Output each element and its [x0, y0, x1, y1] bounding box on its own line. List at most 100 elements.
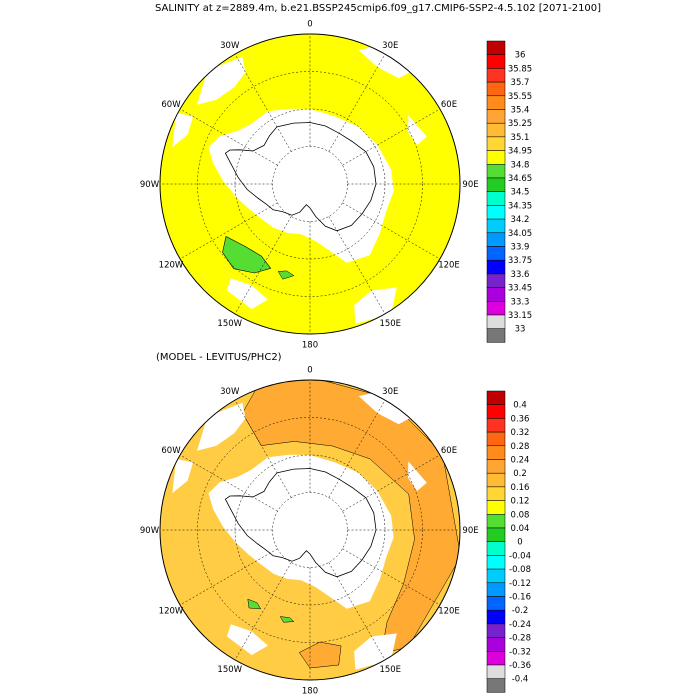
- colorbar-tick-label: 34.05: [508, 229, 532, 239]
- colorbar-tick-label: 0: [517, 538, 522, 548]
- land-mask-6: [172, 112, 194, 148]
- longitude-label: 30E: [382, 41, 398, 51]
- colorbar-tick-label: 33.75: [508, 256, 532, 266]
- colorbar-swatch: [486, 232, 506, 247]
- colorbar-swatch: [486, 95, 506, 110]
- polar-map-2: 0 30E 60E 90E 120E 150E 180 150W 120W 90W 60W 30W: [140, 366, 479, 697]
- land-mask-5: [226, 278, 268, 310]
- land-mask-6: [172, 458, 194, 494]
- plot-subtitle: (MODEL - LEVITUS/PHC2): [156, 352, 282, 363]
- colorbar-swatch: [486, 541, 506, 556]
- colorbar-tick-label: -0.04: [509, 551, 531, 561]
- colorbar-swatch: [486, 301, 506, 316]
- colorbar-tick-label: 33.45: [508, 284, 532, 294]
- meridian-line: [179, 108, 278, 166]
- longitude-label: 0: [307, 366, 312, 376]
- low-salinity-region: [222, 236, 272, 274]
- colorbar-tick-label: -0.28: [509, 634, 531, 644]
- colorbar-swatch: [486, 40, 506, 55]
- colorbar-swatch: [486, 418, 506, 433]
- colorbar-swatch: [486, 582, 506, 597]
- longitude-label: 30W: [220, 387, 240, 397]
- colorbar-swatch: [486, 177, 506, 192]
- colorbar-swatch: [486, 445, 506, 460]
- longitude-label: 180: [302, 341, 318, 351]
- colorbar-tick-label: 33.15: [508, 311, 532, 321]
- colorbar-tick-label: 36: [515, 51, 526, 61]
- longitude-label: 60E: [441, 100, 457, 110]
- antarctica-coastline: [224, 122, 377, 232]
- colorbar-swatch: [486, 609, 506, 625]
- meridian-line: [234, 53, 292, 152]
- colorbar-swatch: [486, 314, 506, 329]
- colorbar-tick-label: 34.5: [511, 188, 530, 198]
- map-fill-layer: [160, 34, 460, 334]
- colorbar-tick-label: 33.9: [511, 243, 530, 253]
- map-boundary: [159, 379, 461, 681]
- latitude-circle-3: [197, 71, 423, 297]
- colorbar-tick-label: -0.08: [509, 565, 531, 575]
- longitude-label: 90W: [140, 180, 160, 190]
- longitude-label: 30W: [220, 41, 240, 51]
- colorbar-swatch: [486, 486, 506, 501]
- longitude-label: 30E: [382, 387, 398, 397]
- colorbar-swatch: [486, 218, 506, 234]
- land-mask-2: [358, 46, 412, 79]
- colorbar-tick-label: 0.16: [511, 483, 530, 493]
- colorbar-tick-label: 0.36: [511, 414, 530, 424]
- longitude-label: 150W: [217, 665, 242, 675]
- negative-anomaly-region: [247, 598, 262, 610]
- colorbar-tick-label: 34.2: [511, 215, 530, 225]
- colorbar-tick-label: 35.25: [508, 119, 532, 129]
- longitude-label: 60W: [161, 446, 181, 456]
- meridian-line: [342, 108, 441, 166]
- land-mask-1: [197, 402, 246, 451]
- colorbar-swatch: [486, 191, 506, 206]
- longitude-label: 120W: [159, 260, 184, 270]
- colorbar-1: 36 35.85 35.7 35.55 35.4 35.25 35.1 34.95 34.8 34…: [486, 40, 532, 343]
- colorbar-swatch: [486, 472, 506, 488]
- meridian-line: [179, 454, 278, 512]
- colorbar-swatch: [486, 164, 506, 179]
- colorbar-swatch: [486, 273, 506, 288]
- colorbar-tick-label: 35.4: [511, 106, 530, 116]
- longitude-label: 120E: [438, 260, 460, 270]
- colorbar-swatch: [486, 514, 506, 529]
- colorbar-swatch: [486, 555, 506, 570]
- colorbar-swatch: [486, 431, 506, 447]
- colorbar-swatch: [486, 404, 506, 419]
- longitude-label: 150E: [379, 665, 401, 675]
- longitude-label: 60E: [441, 446, 457, 456]
- colorbar-tick-label: -0.16: [509, 593, 531, 603]
- colorbar-swatch: [486, 664, 506, 679]
- colorbar-tick-label: 34.65: [508, 174, 532, 184]
- colorbar-tick-label: -0.24: [509, 620, 531, 630]
- colorbar-swatch: [486, 328, 506, 343]
- colorbar-tick-label: -0.12: [509, 579, 531, 589]
- colorbar-swatch: [486, 623, 506, 638]
- colorbar-tick-label: 0.24: [511, 456, 530, 466]
- colorbar-tick-label: 34.35: [508, 201, 532, 211]
- map-fill-layer: [160, 380, 460, 680]
- longitude-label: 0: [307, 20, 312, 30]
- colorbar-swatch: [486, 527, 506, 542]
- meridian-line: [234, 216, 292, 315]
- land-mask-2: [358, 392, 412, 425]
- polar-map-1: 0 30E 60E 90E 120E 150E 180 150W 120W 90W 60W 30W: [140, 20, 479, 351]
- meridian-line: [234, 562, 292, 661]
- longitude-label: 120W: [159, 606, 184, 616]
- colorbar-tick-label: 34.8: [511, 160, 530, 170]
- colorbar-swatch: [486, 568, 506, 584]
- colorbar-swatch: [486, 678, 506, 693]
- negative-anomaly-region: [279, 616, 295, 623]
- colorbar-tick-label: 0.08: [511, 510, 530, 520]
- colorbar-swatch: [486, 390, 506, 405]
- colorbar-swatch: [486, 81, 506, 97]
- meridian-line: [328, 562, 386, 661]
- meridian-line: [342, 548, 441, 606]
- longitude-label: 90E: [462, 526, 478, 536]
- colorbar-swatch: [486, 136, 506, 151]
- colorbar-tick-label: 0.4: [513, 401, 527, 411]
- colorbar-swatch: [486, 651, 506, 666]
